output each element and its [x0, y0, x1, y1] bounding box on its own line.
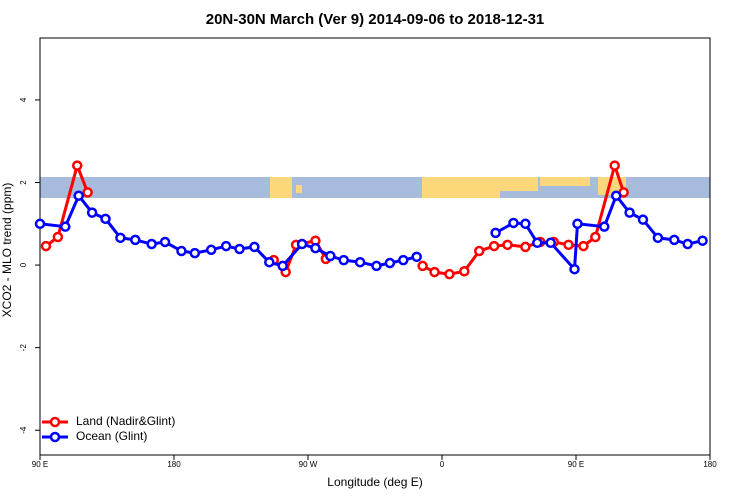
data-point: [189, 247, 201, 259]
plot-frame: [39, 37, 711, 456]
data-point: [429, 266, 440, 278]
data-point: [444, 268, 455, 280]
data-point: [398, 254, 409, 266]
legend-marker: [49, 416, 61, 428]
data-point: [52, 231, 64, 243]
data-point: [338, 254, 349, 266]
map-land: [540, 177, 590, 186]
data-point: [205, 244, 217, 256]
data-point: [249, 241, 260, 253]
data-point: [669, 234, 680, 246]
data-point: [508, 217, 519, 229]
data-point: [100, 213, 111, 225]
data-point: [277, 260, 288, 272]
data-point: [384, 257, 396, 269]
data-point: [569, 263, 580, 275]
data-point: [490, 227, 501, 239]
data-point: [599, 221, 610, 232]
data-point: [354, 256, 366, 268]
x-tick-label: 90 E: [568, 460, 584, 469]
y-tick-label: 4: [19, 97, 28, 102]
data-point: [637, 214, 649, 225]
data-point: [264, 256, 275, 268]
data-point: [682, 238, 693, 250]
data-point: [371, 260, 382, 272]
x-tick-label: 180: [703, 460, 717, 469]
data-point: [520, 218, 531, 230]
data-point: [220, 240, 232, 252]
chart-title: 20N-30N March (Ver 9) 2014-09-06 to 2018…: [206, 11, 545, 28]
data-point: [296, 238, 308, 250]
data-point: [146, 238, 157, 250]
legend-marker: [49, 431, 61, 443]
data-point: [609, 160, 620, 171]
data-point: [86, 207, 98, 218]
data-point: [624, 207, 635, 218]
data-point: [488, 240, 500, 252]
data-point: [572, 218, 583, 230]
legend-label: Ocean (Glint): [76, 429, 147, 443]
data-point: [82, 187, 93, 198]
y-tick-label: -2: [19, 344, 28, 352]
y-tick-label: -4: [19, 426, 28, 434]
y-axis-label: XCO2 - MLO trend (ppm): [0, 183, 14, 318]
data-point: [411, 251, 422, 263]
data-point: [459, 266, 470, 277]
y-tick-label: 2: [19, 180, 28, 185]
x-tick-label: 0: [440, 460, 445, 469]
data-point: [130, 234, 141, 246]
legend-label: Land (Nadir&Glint): [76, 414, 175, 428]
map-land: [270, 177, 292, 198]
map-land: [500, 177, 538, 191]
data-point: [520, 241, 531, 253]
data-point: [563, 239, 574, 251]
data-point: [73, 190, 84, 201]
data-point: [60, 221, 71, 232]
data-point: [71, 160, 83, 171]
data-point: [502, 239, 513, 251]
data-point: [159, 236, 171, 248]
data-point: [34, 218, 46, 230]
data-point: [697, 235, 708, 246]
data-point: [545, 237, 556, 249]
data-point: [40, 240, 52, 252]
data-point: [652, 232, 664, 244]
data-point: [532, 237, 543, 249]
map-land: [296, 185, 302, 193]
data-point: [473, 245, 485, 257]
x-tick-label: 180: [167, 460, 181, 469]
x-tick-label: 90 W: [299, 460, 318, 469]
x-tick-label: 90 E: [32, 460, 48, 469]
data-point: [610, 190, 622, 201]
data-point: [590, 231, 601, 243]
data-point: [310, 242, 321, 254]
data-point: [176, 245, 187, 257]
map-land: [422, 177, 500, 198]
data-point: [115, 232, 126, 244]
data-point: [578, 240, 589, 252]
data-point: [325, 250, 336, 262]
x-axis-label: Longitude (deg E): [327, 475, 422, 489]
y-tick-label: 0: [19, 262, 28, 267]
data-point: [417, 260, 428, 272]
data-point: [234, 243, 245, 255]
